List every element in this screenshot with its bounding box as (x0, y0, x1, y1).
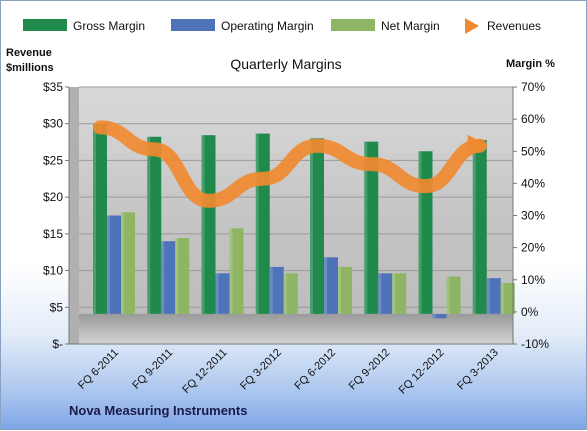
bar-net-margin (500, 282, 515, 314)
x-tick-label: FQ 3-2013 (455, 347, 501, 393)
left-tick-label: $35 (43, 80, 63, 94)
revenue-point (98, 125, 102, 129)
left-tick-label: $15 (43, 227, 63, 241)
right-tick-label: 70% (521, 80, 545, 94)
svg-text:Revenues: Revenues (487, 19, 541, 33)
legend-item-net-margin: Net Margin (331, 19, 440, 33)
right-tick-label: 50% (521, 144, 545, 158)
bar-operating-margin (107, 215, 121, 314)
bar-gross-margin (201, 135, 216, 314)
right-tick-label: 0% (521, 305, 539, 319)
right-tick-label: 60% (521, 112, 545, 126)
bar-net-margin (283, 273, 298, 314)
bar-operating-margin (432, 313, 447, 319)
revenue-point (207, 199, 210, 203)
x-tick-label: FQ 6-2012 (292, 347, 338, 393)
revenue-point (315, 144, 319, 148)
x-tick-label: FQ 3-2012 (238, 347, 284, 393)
legend-item-operating-margin: Operating Margin (171, 19, 314, 33)
bar-operating-margin (215, 273, 230, 314)
revenue-point (152, 147, 156, 151)
chart-title: Quarterly Margins (230, 56, 341, 72)
bar-operating-margin (486, 278, 501, 314)
bar-gross-margin (472, 140, 487, 314)
x-tick-label: FQ 9-2012 (347, 347, 393, 393)
revenue-point (369, 162, 373, 166)
bar-net-margin (338, 266, 352, 314)
x-tick-label: FQ 12-2011 (180, 347, 229, 396)
left-axis-title-line1: Revenue (6, 47, 52, 59)
left-tick-label: $25 (43, 153, 63, 167)
left-tick-label: $10 (43, 264, 63, 278)
left-tick-label: $- (52, 337, 63, 351)
bar-operating-margin (161, 241, 176, 314)
left-tick-label: $20 (43, 190, 63, 204)
x-tick-label: FQ 9-2011 (130, 347, 175, 392)
left-axis-title-line2: $millions (6, 62, 54, 74)
bar-net-margin (446, 276, 461, 314)
left-tick-label: $30 (43, 117, 63, 131)
bar-operating-margin (378, 273, 393, 314)
bar-gross-margin (364, 141, 379, 314)
bar-net-margin (229, 228, 244, 314)
company-name: Nova Measuring Instruments (69, 403, 248, 418)
bar-gross-margin (418, 151, 433, 314)
right-axis-title: Margin % (506, 58, 555, 70)
bar-net-margin (175, 237, 190, 314)
revenues-line (93, 120, 487, 208)
revenue-point (261, 177, 265, 181)
right-tick-label: 30% (521, 209, 545, 223)
svg-text:Gross Margin: Gross Margin (73, 19, 145, 33)
revenues-arrowhead (467, 134, 488, 157)
svg-text:Net Margin: Net Margin (381, 19, 440, 33)
legend-item-revenues: Revenues (431, 18, 541, 34)
left-tick-label: $5 (50, 300, 64, 314)
revenue-point (478, 144, 482, 148)
bar-gross-margin (255, 133, 270, 314)
bar-net-margin (121, 212, 135, 314)
bar-net-margin (392, 273, 407, 314)
revenue-point (424, 184, 427, 188)
x-tick-label: FQ 12-2012 (397, 347, 447, 397)
plot-side-wall (69, 87, 79, 344)
right-tick-label: -10% (521, 337, 549, 351)
bar-gross-margin (147, 136, 162, 314)
x-tick-label: FQ 6-2011 (76, 347, 121, 392)
bar-operating-margin (324, 257, 338, 314)
svg-text:Operating Margin: Operating Margin (221, 19, 314, 33)
legend-item-gross-margin: Gross Margin (23, 19, 145, 33)
plot-floor (69, 313, 513, 344)
right-tick-label: 10% (521, 273, 545, 287)
bar-operating-margin (269, 266, 284, 314)
right-tick-label: 40% (521, 176, 545, 190)
bar-gross-margin (93, 123, 107, 314)
bar-gross-margin (310, 138, 324, 314)
right-tick-label: 20% (521, 241, 545, 255)
